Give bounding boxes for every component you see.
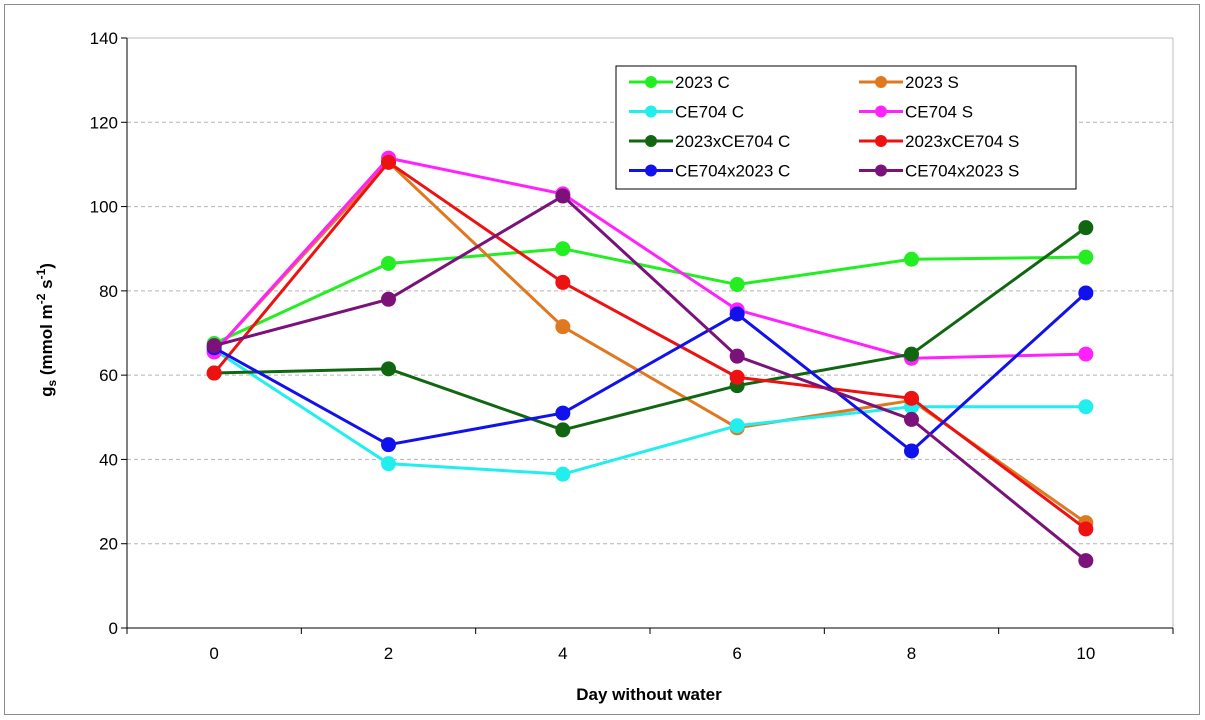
series-line	[213, 291, 1087, 453]
legend-swatch-marker	[645, 105, 657, 118]
data-point	[1078, 553, 1094, 569]
data-series	[206, 150, 1094, 569]
legend-swatch-marker	[875, 105, 887, 118]
data-point	[1078, 521, 1094, 537]
legend-item: CE704 S	[859, 103, 973, 122]
series-line	[213, 194, 1087, 562]
y-axis-title-main: g	[37, 387, 56, 397]
data-point	[206, 338, 222, 354]
legend-label: 2023xCE704 S	[905, 132, 1019, 151]
x-tick-label: 2	[384, 644, 393, 663]
data-point	[729, 306, 745, 322]
data-point	[555, 466, 571, 482]
y-axis-title-superscript-2: -1	[34, 268, 48, 279]
legend-swatch-marker	[645, 76, 657, 88]
data-point	[1078, 220, 1094, 236]
x-tick-label: 6	[732, 644, 741, 663]
y-axis-title-subscript: s	[45, 380, 59, 387]
data-point	[1078, 346, 1094, 362]
data-point	[555, 274, 571, 290]
legend-swatch-marker	[875, 135, 887, 147]
series-line	[213, 348, 1086, 476]
data-point	[381, 361, 396, 377]
data-point	[555, 405, 571, 421]
y-tick-label: 40	[99, 450, 118, 469]
legend-swatch-marker	[645, 164, 657, 177]
data-point	[1078, 285, 1094, 301]
series-ce704x2023-s	[206, 188, 1094, 569]
y-tick-label: 0	[109, 619, 118, 638]
data-point	[381, 291, 396, 307]
legend-label: 2023 S	[905, 73, 959, 92]
data-point	[904, 251, 919, 267]
x-tick-label: 8	[907, 644, 916, 663]
legend-swatch-marker	[645, 135, 657, 147]
data-point	[555, 422, 571, 438]
data-point	[381, 437, 396, 453]
axes: 0 20 40 60 80 100 120 140 0 2 4 6 8 10	[90, 29, 1174, 663]
legend-label: CE704x2023 S	[905, 162, 1019, 181]
data-point	[1078, 249, 1094, 265]
x-axis-title: Day without water	[576, 685, 722, 704]
legend-item: 2023xCE704 S	[859, 132, 1019, 151]
y-axis-title: gs (mmol m-2 s-1)	[34, 263, 59, 397]
data-point	[904, 390, 919, 406]
y-axis-title-units-2: s	[37, 279, 56, 293]
data-point	[1078, 399, 1094, 415]
data-point	[904, 411, 919, 427]
legend: 2023 C 2023 S CE704 C CE704 S 2023xCE704 C 20…	[615, 65, 1077, 190]
legend-swatch-marker	[875, 76, 887, 88]
y-tick-label: 20	[99, 535, 118, 554]
data-point	[381, 154, 396, 170]
legend-item: CE704x2023 C	[629, 162, 790, 181]
y-tick-label: 80	[99, 282, 118, 301]
y-axis-title-superscript-1: -2	[34, 293, 48, 304]
legend-item: CE704x2023 S	[859, 162, 1019, 181]
data-point	[904, 346, 919, 362]
data-point	[206, 365, 222, 381]
data-point	[381, 456, 396, 472]
legend-item: 2023xCE704 C	[629, 132, 790, 151]
y-tick-label: 100	[90, 198, 118, 217]
legend-swatch-marker	[875, 164, 887, 177]
data-point	[729, 348, 745, 364]
x-tick-label: 0	[209, 644, 218, 663]
series-line	[214, 226, 1087, 432]
legend-item: 2023 C	[629, 73, 730, 92]
legend-label: 2023xCE704 C	[675, 132, 790, 151]
y-tick-label: 60	[99, 366, 118, 385]
data-point	[904, 443, 919, 459]
y-tick-label: 120	[90, 113, 118, 132]
legend-box	[615, 65, 1077, 190]
data-point	[729, 369, 745, 385]
data-point	[555, 319, 571, 335]
data-point	[555, 241, 571, 257]
series-2023xce704-s	[206, 154, 1094, 537]
data-point	[381, 255, 396, 271]
data-point	[555, 188, 571, 204]
legend-item: 2023 S	[859, 73, 959, 92]
y-axis-title-units: (mmol m	[37, 304, 56, 380]
x-tick-label: 10	[1076, 644, 1095, 663]
legend-item: CE704 C	[629, 103, 744, 122]
series-line	[213, 160, 1087, 531]
data-point	[729, 418, 745, 434]
series-line	[213, 156, 1086, 360]
legend-label: CE704 C	[675, 103, 744, 122]
series-line	[213, 247, 1086, 345]
y-axis-title-close: )	[37, 263, 56, 269]
data-point	[729, 277, 745, 293]
legend-label: 2023 C	[675, 73, 730, 92]
y-tick-label: 140	[90, 29, 118, 48]
series-2023-c	[206, 241, 1094, 352]
x-tick-label: 4	[558, 644, 567, 663]
legend-label: CE704 S	[905, 103, 973, 122]
legend-label: CE704x2023 C	[675, 162, 790, 181]
